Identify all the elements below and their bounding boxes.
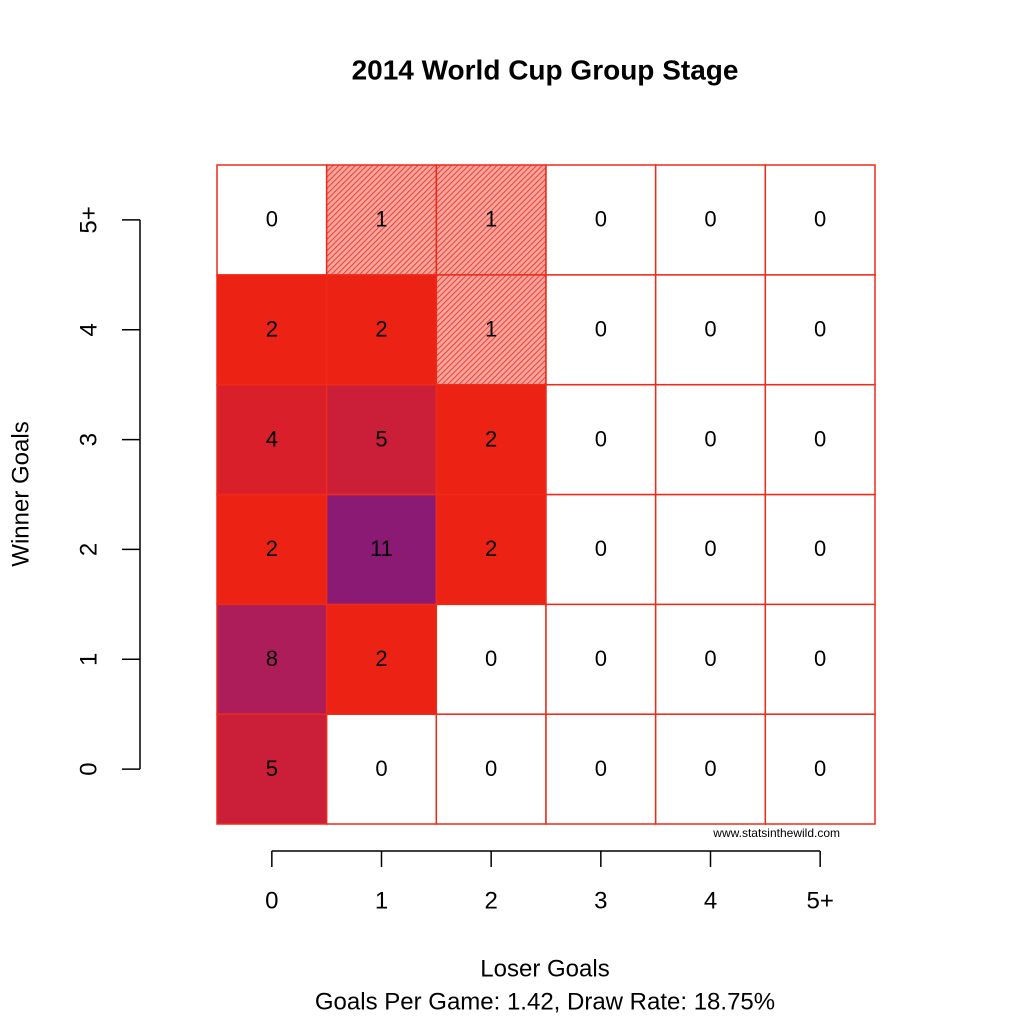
heatmap-cell (325, 603, 438, 715)
heatmap-cell (325, 383, 438, 496)
heatmap-cell (545, 164, 657, 276)
heatmap-cell (216, 713, 328, 825)
heatmap-cell (216, 493, 328, 606)
x-tick-label: 0 (265, 887, 278, 914)
cell-label: 2 (266, 536, 278, 561)
y-tick-label: 1 (75, 653, 102, 666)
cell-label: 5 (375, 426, 387, 451)
heatmap-cell (764, 383, 876, 496)
cell-label: 1 (375, 207, 387, 232)
heatmap-cell (545, 493, 657, 606)
y-tick-label: 2 (75, 543, 102, 556)
cell-label: 0 (704, 646, 716, 671)
cell-label: 2 (485, 536, 497, 561)
heatmap-cell (545, 603, 657, 715)
cell-label: 2 (375, 646, 387, 671)
cell-label: 2 (375, 317, 387, 342)
heatmap-cell (764, 493, 876, 606)
heatmap-cell (325, 713, 438, 825)
cell-label: 8 (266, 646, 278, 671)
x-axis-title: Loser Goals (480, 955, 609, 982)
cell-label: 0 (814, 426, 826, 451)
cell-label: 0 (595, 646, 607, 671)
x-tick-label: 4 (704, 887, 717, 914)
heatmap-cell (654, 383, 767, 496)
cell-label: 0 (704, 426, 716, 451)
cell-label: 0 (814, 646, 826, 671)
cell-label: 0 (704, 207, 716, 232)
x-tick-label: 1 (375, 887, 388, 914)
cell-label: 4 (266, 426, 278, 451)
x-tick-label: 3 (594, 887, 607, 914)
cell-label: 1 (485, 207, 497, 232)
x-tick-label: 5+ (806, 887, 833, 914)
cell-label: 5 (266, 756, 278, 781)
chart-title: 2014 World Cup Group Stage (352, 54, 739, 85)
heatmap-cell (654, 164, 767, 276)
heatmap-cell (216, 383, 328, 496)
y-tick-label: 5+ (75, 206, 102, 233)
cell-label: 0 (814, 756, 826, 781)
heatmap-cell (435, 383, 547, 496)
heatmap-cell (764, 274, 876, 386)
heatmap-cell (654, 493, 767, 606)
cell-label: 0 (704, 536, 716, 561)
cell-label: 0 (595, 426, 607, 451)
heatmap-cell (764, 713, 876, 825)
heatmap-cell (764, 164, 876, 276)
cell-label: 2 (266, 317, 278, 342)
cell-label: 0 (595, 536, 607, 561)
cell-label: 2 (485, 426, 497, 451)
cell-label: 0 (814, 317, 826, 342)
cell-label: 1 (485, 317, 497, 342)
credit: www.statsinthewild.com (712, 826, 840, 840)
heatmap-cell (435, 603, 547, 715)
y-tick-label: 0 (75, 762, 102, 775)
heatmap-cell (764, 603, 876, 715)
y-tick-label: 4 (75, 323, 102, 336)
y-tick-label: 3 (75, 433, 102, 446)
heatmap-cell (216, 603, 328, 715)
heatmap-cell (545, 713, 657, 825)
cell-label: 0 (704, 756, 716, 781)
cell-label: 11 (370, 536, 393, 561)
heatmap-cell (216, 274, 328, 386)
cell-label: 0 (595, 756, 607, 781)
heatmap-cell (654, 274, 767, 386)
cell-label: 0 (266, 207, 278, 232)
heatmap-cell (435, 274, 547, 386)
heatmap-cell (654, 713, 767, 825)
cell-label: 0 (485, 646, 497, 671)
heatmap-cell (216, 164, 328, 276)
cell-label: 0 (595, 317, 607, 342)
subtitle: Goals Per Game: 1.42, Draw Rate: 18.75% (315, 988, 775, 1015)
heatmap-cell (545, 274, 657, 386)
cell-label: 0 (595, 207, 607, 232)
cell-label: 0 (485, 756, 497, 781)
cell-label: 0 (375, 756, 387, 781)
cell-label: 0 (704, 317, 716, 342)
x-tick-label: 2 (484, 887, 497, 914)
y-axis-title: Winner Goals (7, 421, 34, 566)
cell-label: 0 (814, 207, 826, 232)
cell-label: 0 (814, 536, 826, 561)
